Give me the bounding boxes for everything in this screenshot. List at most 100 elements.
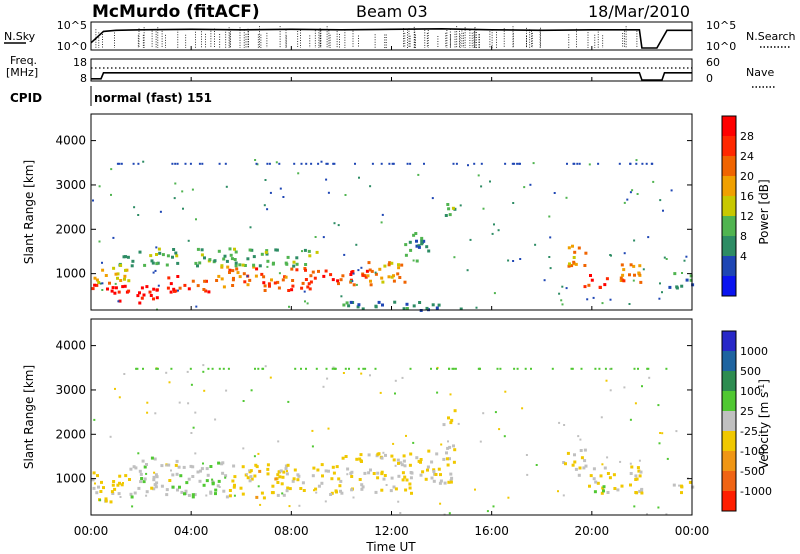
data-cell [675, 430, 678, 433]
data-cell [380, 221, 383, 224]
data-cell [295, 256, 299, 260]
data-cell [383, 264, 387, 268]
data-cell [449, 393, 452, 396]
data-cell [205, 479, 209, 483]
data-cell [117, 300, 120, 303]
data-cell [402, 307, 406, 311]
data-cell [610, 367, 613, 370]
data-cell [344, 367, 347, 370]
data-cell [101, 268, 105, 272]
data-cell [91, 478, 95, 482]
data-cell [401, 478, 405, 482]
data-cell [109, 500, 113, 504]
data-cell [116, 483, 120, 487]
data-cell [337, 224, 340, 227]
data-cell [113, 291, 117, 295]
beam-title: Beam 03 [356, 2, 428, 21]
data-cell [598, 367, 601, 370]
data-cell [448, 445, 452, 449]
data-cell [379, 391, 382, 394]
data-cell [337, 282, 340, 286]
data-cell [145, 285, 149, 289]
data-cell [229, 253, 233, 257]
data-cell [136, 294, 140, 298]
data-cell [166, 286, 170, 290]
data-cell [202, 462, 204, 465]
data-cell [570, 367, 573, 370]
nsky-tick-bottom: 10^0 [57, 40, 87, 53]
data-cell [321, 474, 324, 478]
data-cell [560, 299, 563, 302]
data-cell [451, 206, 455, 210]
data-cell [178, 286, 182, 290]
data-cell [369, 283, 373, 287]
colorbar-swatch [722, 491, 736, 511]
data-cell [440, 443, 443, 446]
data-cell [558, 292, 561, 295]
data-cell [352, 272, 355, 275]
data-cell [288, 487, 292, 491]
data-cell [521, 407, 524, 410]
data-cell [380, 162, 383, 165]
data-cell [286, 255, 290, 259]
data-cell [165, 493, 169, 497]
data-cell [524, 367, 527, 370]
data-cell [561, 285, 564, 288]
data-cell [137, 162, 140, 165]
data-cell [224, 476, 227, 479]
data-cell [152, 297, 155, 301]
data-cell [108, 281, 111, 285]
data-cell [150, 259, 154, 263]
x-tick-label: 04:00 [174, 524, 209, 538]
data-cell [220, 277, 224, 281]
data-cell [99, 282, 102, 285]
data-cell [432, 479, 436, 483]
data-cell [452, 444, 455, 448]
data-cell [225, 259, 229, 263]
data-cell [424, 477, 428, 481]
data-cell [150, 486, 154, 490]
data-cell [616, 488, 620, 492]
data-cell [331, 278, 335, 282]
data-cell [335, 490, 338, 494]
data-cell [637, 469, 641, 473]
data-cell [341, 274, 345, 278]
data-cell [480, 185, 483, 188]
data-cell [205, 279, 208, 283]
data-cell [583, 448, 587, 452]
data-cell [600, 491, 604, 495]
data-cell [504, 390, 507, 393]
colorbar-swatch [722, 331, 736, 351]
data-cell [112, 266, 116, 270]
data-cell [376, 471, 380, 475]
data-cell [573, 453, 576, 457]
data-cell [601, 463, 604, 466]
data-cell [455, 162, 458, 165]
data-cell [324, 500, 327, 503]
data-cell [222, 489, 226, 493]
data-cell [313, 489, 315, 492]
data-cell [134, 466, 138, 470]
data-cell [254, 274, 258, 278]
data-cell [380, 456, 384, 460]
data-cell [425, 245, 429, 249]
data-cell [588, 163, 591, 166]
data-cell [573, 162, 576, 165]
data-cell [415, 239, 418, 243]
data-cell [169, 290, 173, 294]
data-cell [211, 481, 215, 485]
colorbar-swatch [722, 351, 736, 371]
colorbar-swatch [722, 136, 736, 156]
data-cell [127, 279, 131, 283]
data-cell [482, 412, 485, 415]
data-cell [672, 483, 676, 487]
data-cell [171, 485, 175, 489]
data-cell [356, 305, 360, 309]
data-cell [300, 162, 303, 165]
data-cell [636, 466, 640, 470]
nsky-label: N.Sky [4, 30, 36, 43]
data-cell [167, 276, 171, 280]
data-cell [647, 367, 650, 370]
data-cell [160, 464, 164, 468]
data-cell [245, 473, 248, 476]
